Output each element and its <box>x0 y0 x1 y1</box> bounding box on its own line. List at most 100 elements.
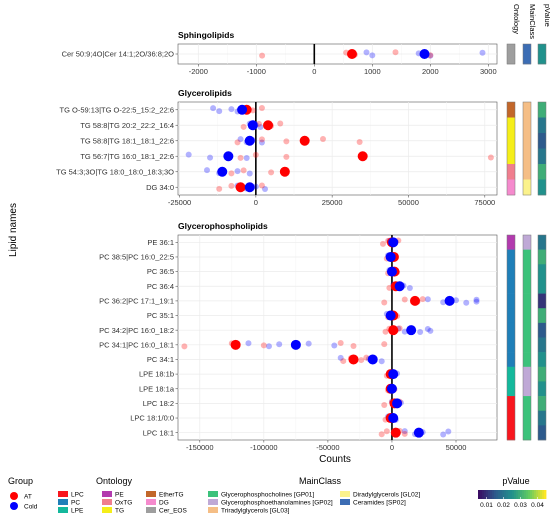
pvalue-colorbar-segment <box>512 490 515 499</box>
strip-frame <box>506 43 516 65</box>
cold-replicate-point <box>463 299 470 306</box>
cold-mean-point <box>386 266 397 277</box>
pvalue-strip-cell <box>538 44 546 65</box>
mainclass-strip-cell <box>523 278 531 294</box>
pvalue-colorbar-segment <box>518 490 521 499</box>
pvalue-strip-cell <box>538 366 546 382</box>
pvalue-colorbar-segment <box>490 490 493 499</box>
panel-2: Glycerophospholipids -150000 -100000 -50000… <box>99 221 547 452</box>
mainclass-strip-cell <box>523 381 531 397</box>
cold-replicate-point <box>473 296 480 303</box>
panel-frame <box>177 234 498 441</box>
pvalue-strip-cell <box>538 410 546 426</box>
legend-ontology-swatch <box>102 499 112 505</box>
y-tick-label: TG 54:3;3O|TG 18:0_18:0_18:3;3O <box>56 167 174 176</box>
legend-ontology-label: LPC <box>71 492 84 499</box>
pvalue-strip-cell <box>538 322 546 338</box>
cold-replicate-point <box>406 285 413 292</box>
at-replicate-point <box>240 167 247 174</box>
strip-frame <box>522 101 532 196</box>
mainclass-strip-cell <box>523 337 531 353</box>
y-tick-label: TG O-59:13|TG O-22:5_15:2_22:6 <box>59 105 174 114</box>
legend-ontology-label: PE <box>115 492 124 499</box>
legend-mainclass-swatch <box>208 491 218 497</box>
pvalue-colorbar-segment <box>502 490 505 499</box>
at-replicate-point <box>258 136 265 143</box>
pvalue-colorbar-segment <box>496 490 499 499</box>
at-replicate-point <box>258 104 265 111</box>
cold-mean-point <box>388 369 399 380</box>
cold-replicate-point <box>331 342 338 349</box>
at-replicate-point <box>358 357 365 364</box>
pvalue-tick-label: 0.04 <box>531 502 544 509</box>
cold-replicate-point <box>473 298 480 305</box>
legend-ontology-swatch <box>58 491 68 497</box>
y-tick-label: LPE 18:1b <box>139 370 174 379</box>
at-replicate-point <box>381 299 388 306</box>
legend-ontology-label: TG <box>115 508 124 515</box>
y-tick-label: LPC 18:2 <box>143 399 174 408</box>
y-tick-label: LPC 18:1/0:0 <box>130 414 174 423</box>
ontology-strip-cell <box>507 148 515 165</box>
cold-mean-point <box>392 398 403 409</box>
y-tick-label: PC 34:1|PC 16:0_18:1 <box>99 340 174 349</box>
cold-replicate-point <box>246 170 253 177</box>
legend-ontology-label: PC <box>71 500 80 507</box>
cold-mean-point <box>290 339 301 350</box>
strip-frame <box>537 43 547 65</box>
legend-mainclass-swatch <box>340 491 350 497</box>
chart-panels: Sphingolipids -2000 -1000 0 1000 2000 3000 Cer … <box>56 30 547 452</box>
legend-mainclass-label: Triradylglycerols [GL03] <box>221 508 290 515</box>
mainclass-strip-cell <box>523 235 531 250</box>
at-replicate-point <box>340 358 347 365</box>
pvalue-colorbar-segment <box>488 490 491 499</box>
cold-replicate-point <box>265 343 272 350</box>
x-tick-label: 0 <box>254 198 258 207</box>
pvalue-colorbar-segment <box>508 490 511 499</box>
mainclass-strip-cell <box>523 264 531 280</box>
legend-title-group: Group <box>8 476 33 486</box>
cold-mean-point <box>388 413 399 424</box>
at-mean-point <box>388 325 399 336</box>
legend-mainclass-swatch <box>340 499 350 505</box>
at-replicate-point <box>401 430 408 437</box>
cold-mean-point <box>244 182 255 193</box>
cold-replicate-point <box>337 354 344 361</box>
pvalue-colorbar-segment <box>478 490 481 499</box>
at-replicate-point <box>379 240 386 247</box>
legend-ontology-label: Cer_EOS <box>159 508 187 515</box>
pvalue-strip-cell <box>538 249 546 265</box>
pvalue-strip-cell <box>538 293 546 309</box>
pvalue-colorbar-segment <box>520 490 523 499</box>
mainclass-strip-cell <box>523 293 531 309</box>
strip-label-mainclass: MainClass <box>528 4 537 39</box>
y-tick-label: Cer 50:9;4O|Cer 14:1;2O/36:8;2O <box>62 50 175 59</box>
mainclass-strip-cell <box>523 133 531 149</box>
at-mean-point <box>299 135 310 146</box>
strip-frame <box>537 101 547 196</box>
at-replicate-point <box>337 340 344 347</box>
at-replicate-point <box>240 123 247 130</box>
cold-mean-point <box>385 310 396 321</box>
at-replicate-point <box>283 153 290 160</box>
at-replicate-point <box>378 431 385 438</box>
y-tick-label: PC 36:4 <box>147 282 174 291</box>
y-axis-title: Lipid names <box>8 203 19 257</box>
y-tick-label: PC 38:5|PC 16:0_22:5 <box>99 253 174 262</box>
pvalue-strip-cell <box>538 264 546 280</box>
panel-1: Glycerolipids -25000 0 25000 50000 75000 TG O-… <box>56 88 547 207</box>
at-replicate-point <box>320 135 326 142</box>
at-mean-point <box>347 49 357 59</box>
cold-replicate-point <box>424 325 431 332</box>
ontology-strip-cell <box>507 249 515 265</box>
strip-label-pvalue: pValue <box>543 4 550 27</box>
at-mean-point <box>235 182 246 193</box>
mainclass-strip-cell <box>523 366 531 382</box>
cold-replicate-point <box>210 105 217 112</box>
panel-title: Sphingolipids <box>178 30 234 40</box>
mainclass-strip-cell <box>523 322 531 338</box>
cold-replicate-point <box>216 108 223 115</box>
cold-replicate-point <box>262 186 268 193</box>
ontology-strip-cell <box>507 410 515 426</box>
